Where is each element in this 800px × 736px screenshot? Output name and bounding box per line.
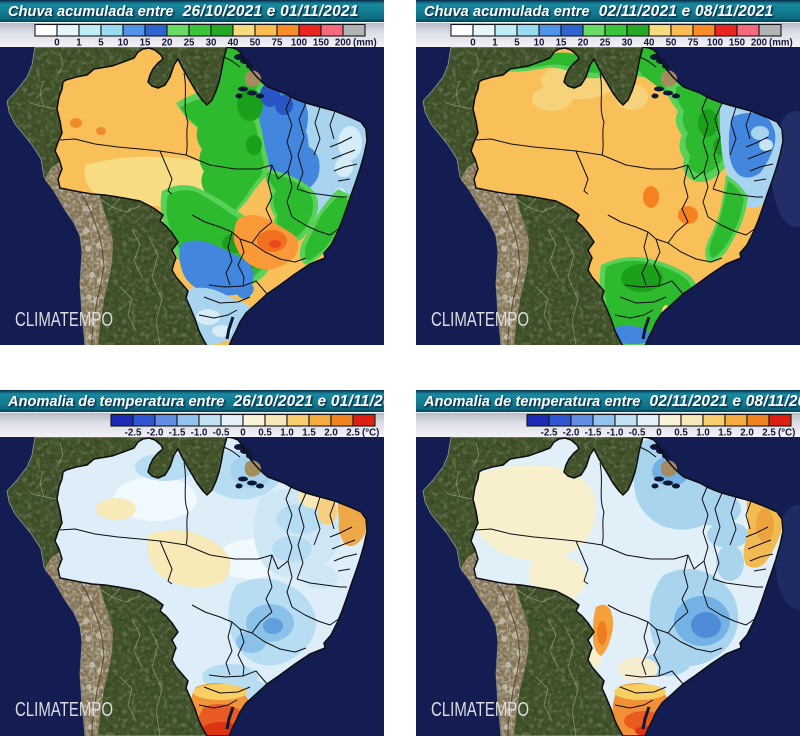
svg-text:1: 1	[76, 38, 82, 48]
svg-text:1.0: 1.0	[696, 428, 709, 438]
svg-text:25: 25	[600, 38, 611, 48]
svg-text:(°C): (°C)	[362, 428, 379, 438]
svg-text:20: 20	[162, 38, 173, 48]
svg-text:0: 0	[470, 38, 475, 48]
svg-text:-2.5: -2.5	[125, 428, 142, 438]
svg-text:5: 5	[98, 38, 104, 48]
svg-text:-2.0: -2.0	[147, 428, 164, 438]
svg-text:200: 200	[335, 38, 351, 48]
svg-text:75: 75	[688, 38, 699, 48]
svg-text:15: 15	[556, 38, 567, 48]
svg-text:0: 0	[54, 38, 59, 48]
svg-text:0: 0	[656, 428, 661, 438]
svg-text:25: 25	[184, 38, 195, 48]
svg-text:200: 200	[751, 38, 767, 48]
svg-text:10: 10	[118, 38, 129, 48]
svg-text:40: 40	[644, 38, 655, 48]
svg-text:(mm): (mm)	[769, 38, 793, 48]
svg-text:-1.5: -1.5	[169, 428, 186, 438]
svg-text:50: 50	[250, 38, 261, 48]
svg-text:30: 30	[206, 38, 217, 48]
svg-text:2.0: 2.0	[324, 428, 337, 438]
svg-text:-0.5: -0.5	[213, 428, 230, 438]
svg-text:1.5: 1.5	[302, 428, 316, 438]
svg-text:5: 5	[514, 38, 520, 48]
svg-text:-0.5: -0.5	[629, 428, 646, 438]
svg-text:10: 10	[534, 38, 545, 48]
svg-text:100: 100	[707, 38, 723, 48]
svg-text:150: 150	[729, 38, 745, 48]
svg-text:30: 30	[622, 38, 633, 48]
svg-text:-1.5: -1.5	[585, 428, 602, 438]
svg-text:150: 150	[313, 38, 329, 48]
svg-text:0.5: 0.5	[674, 428, 688, 438]
svg-text:75: 75	[272, 38, 283, 48]
svg-text:0: 0	[240, 428, 245, 438]
svg-text:(mm): (mm)	[353, 38, 377, 48]
svg-text:1.0: 1.0	[280, 428, 293, 438]
svg-text:2.5: 2.5	[762, 428, 776, 438]
svg-text:0.5: 0.5	[258, 428, 272, 438]
svg-text:100: 100	[291, 38, 307, 48]
svg-text:20: 20	[578, 38, 589, 48]
svg-text:1.5: 1.5	[718, 428, 732, 438]
svg-text:1: 1	[492, 38, 498, 48]
svg-text:-1.0: -1.0	[607, 428, 624, 438]
svg-text:2.5: 2.5	[346, 428, 360, 438]
svg-text:(°C): (°C)	[778, 428, 795, 438]
svg-text:-2.0: -2.0	[563, 428, 580, 438]
svg-text:15: 15	[140, 38, 151, 48]
svg-text:40: 40	[228, 38, 239, 48]
svg-text:-1.0: -1.0	[191, 428, 208, 438]
svg-text:2.0: 2.0	[740, 428, 753, 438]
svg-text:-2.5: -2.5	[541, 428, 558, 438]
svg-text:50: 50	[666, 38, 677, 48]
